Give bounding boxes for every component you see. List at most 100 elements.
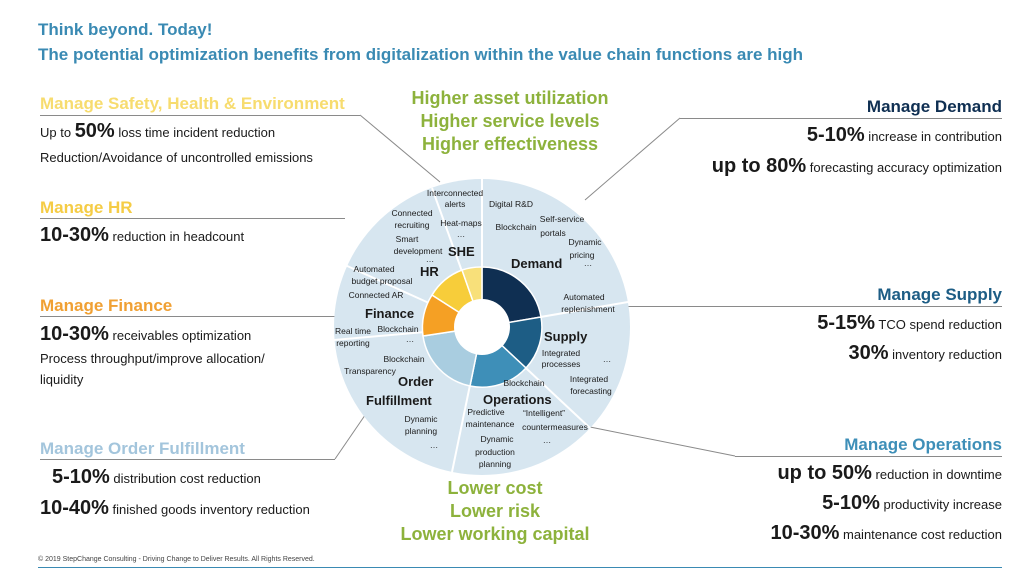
operations-row2: 5-10% productivity increase	[822, 492, 1002, 515]
operations-label: Operations	[483, 392, 552, 407]
she-value: 50%	[74, 120, 115, 142]
operations-item: countermeasures	[522, 422, 588, 432]
hr-item: recruiting	[395, 220, 430, 230]
operations-row3: 10-30% maintenance cost reduction	[770, 522, 1002, 545]
finance-item: budget proposal	[352, 276, 413, 286]
supply-item: Automated	[563, 292, 604, 302]
finance-item: reporting	[336, 338, 370, 348]
demand-value2: up to 80%	[711, 155, 807, 177]
she-title: Manage Safety, Health & Environment	[40, 94, 345, 113]
she-connector	[359, 114, 441, 183]
hr-title: Manage HR	[40, 198, 133, 217]
page-title: Think beyond. Today!	[38, 20, 213, 39]
supply-item: …	[603, 354, 612, 364]
she-item: …	[457, 229, 466, 239]
center-top-benefits: Higher asset utilization Higher service …	[405, 87, 615, 156]
operations-item: “Intelligent”	[523, 408, 565, 418]
operations-connector	[589, 426, 736, 457]
supply-item: Integrated	[542, 348, 581, 358]
supply-value2: 30%	[848, 342, 889, 364]
she-item: Interconnected	[427, 188, 484, 198]
finance-line1: 10-30% receivables optimization	[40, 323, 251, 346]
supply-row1: 5-15% TCO spend reduction	[817, 312, 1002, 335]
demand-item: Digital R&D	[489, 199, 533, 209]
finance-line3: liquidity	[40, 372, 84, 387]
order-item: Blockchain	[383, 354, 424, 364]
she-label: SHE	[448, 244, 475, 259]
demand-value1: 5-10%	[806, 124, 865, 146]
finance-item: Real time	[335, 326, 371, 336]
demand-text1: increase in contribution	[864, 129, 1002, 144]
she-line1-text: loss time incident reduction	[114, 125, 276, 140]
operations-item: planning	[479, 459, 511, 469]
supply-value1: 5-15%	[817, 312, 876, 334]
demand-label: Demand	[511, 256, 562, 271]
hr-text: reduction in headcount	[108, 229, 245, 244]
operations-text2: productivity increase	[879, 497, 1002, 512]
operations-item: maintenance	[466, 419, 515, 429]
operations-value2: 5-10%	[822, 492, 880, 514]
order-item: Transparency	[344, 366, 396, 376]
finance-line2: Process throughput/improve allocation/	[40, 351, 265, 366]
hr-line: 10-30% reduction in headcount	[40, 224, 244, 247]
hr-label: HR	[420, 264, 439, 279]
benefit-effectiveness: Higher effectiveness	[421, 134, 599, 154]
demand-title: Manage Demand	[866, 97, 1002, 116]
demand-text2: forecasting accuracy optimization	[806, 160, 1002, 175]
hr-value: 10-30%	[40, 224, 109, 246]
benefit-lower-risk: Lower risk	[449, 501, 541, 521]
order-text2: finished goods inventory reduction	[108, 502, 310, 517]
supply-item: forecasting	[570, 386, 612, 396]
demand-item: pricing	[569, 250, 594, 260]
she-item: Heat-maps	[440, 218, 482, 228]
operations-value3: 10-30%	[770, 522, 840, 544]
order-row2: 10-40% finished goods inventory reductio…	[40, 497, 310, 520]
benefit-service-levels: Higher service levels	[420, 111, 600, 131]
hr-item: …	[426, 254, 435, 264]
demand-item: Dynamic	[568, 237, 602, 247]
demand-row2: up to 80% forecasting accuracy optimizat…	[712, 155, 1002, 178]
supply-text1: TCO spend reduction	[875, 317, 1002, 332]
demand-item: …	[584, 258, 593, 268]
order-row1: 5-10% distribution cost reduction	[52, 466, 261, 489]
supply-item: replenishment	[561, 304, 615, 314]
order-label-2: Fulfillment	[366, 393, 432, 408]
operations-item: production	[475, 447, 515, 457]
hr-item: Smart	[396, 234, 419, 244]
hr-item: Connected	[391, 208, 432, 218]
order-item: planning	[405, 426, 437, 436]
operations-text1: reduction in downtime	[871, 467, 1002, 482]
wheel-center	[454, 299, 510, 355]
finance-value: 10-30%	[40, 323, 109, 345]
order-value2: 10-40%	[40, 497, 109, 519]
demand-item: portals	[540, 228, 566, 238]
operations-value1: up to 50%	[777, 462, 872, 484]
supply-title: Manage Supply	[877, 285, 1002, 304]
benefit-lower-working-capital: Lower working capital	[400, 524, 590, 544]
she-line1-prefix: Up to	[40, 125, 75, 140]
demand-item: Self-service	[540, 214, 585, 224]
supply-text2: inventory reduction	[888, 347, 1002, 362]
finance-text: receivables optimization	[108, 328, 252, 343]
benefit-lower-cost: Lower cost	[447, 478, 543, 498]
order-label-1: Order	[398, 374, 433, 389]
finance-title: Manage Finance	[40, 296, 173, 315]
operations-item: Blockchain	[503, 378, 544, 388]
order-title: Manage Order Fulfillment	[40, 439, 245, 458]
supply-label: Supply	[544, 329, 588, 344]
finance-item: Automated	[353, 264, 394, 274]
demand-item: Blockchain	[495, 222, 536, 232]
demand-connector	[584, 117, 681, 201]
order-text1: distribution cost reduction	[109, 471, 261, 486]
operations-item: Predictive	[467, 407, 505, 417]
order-value1: 5-10%	[52, 466, 110, 488]
she-line1: Up to 50% loss time incident reduction	[40, 120, 275, 143]
supply-item: Integrated	[570, 374, 609, 384]
page-subtitle: The potential optimization benefits from…	[38, 45, 804, 64]
benefit-asset-utilization: Higher asset utilization	[411, 88, 609, 108]
supply-item: processes	[542, 359, 581, 369]
operations-text3: maintenance cost reduction	[839, 527, 1002, 542]
demand-row1: 5-10% increase in contribution	[807, 124, 1002, 147]
operations-row1: up to 50% reduction in downtime	[777, 462, 1002, 485]
